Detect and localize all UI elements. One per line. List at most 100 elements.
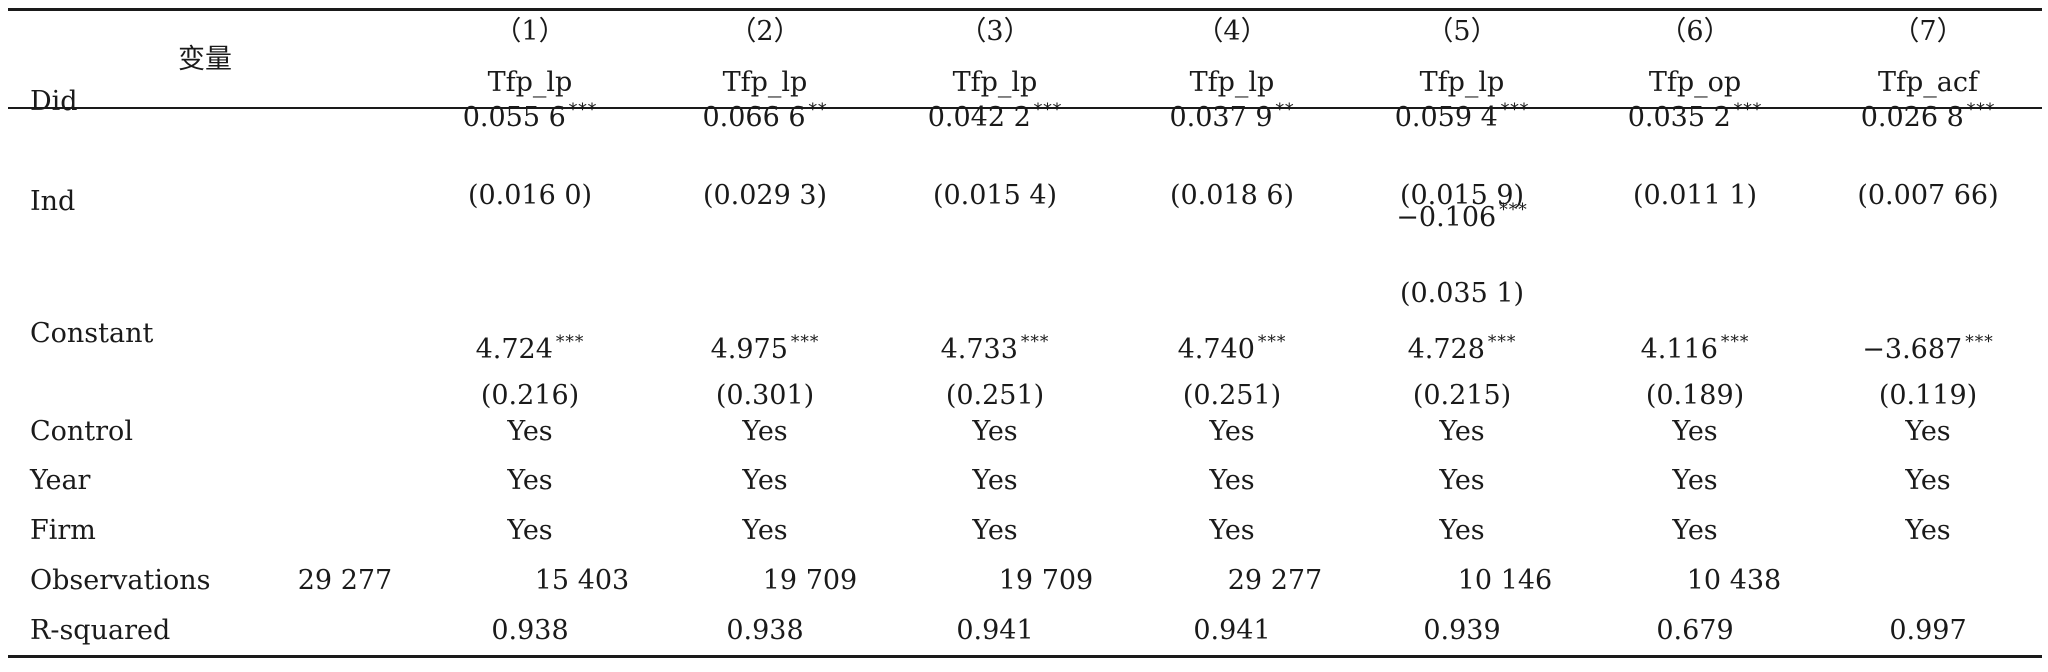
- coefficient-cell: −3.687 ***: [1862, 332, 1994, 369]
- dependent-variable: Tfp_op: [1648, 67, 1742, 98]
- coefficient-cell: 4.728 ***: [1407, 332, 1517, 369]
- coefficient-value: 4.728: [1407, 334, 1485, 365]
- significance-stars: ***: [1257, 332, 1287, 352]
- standard-error: (0.016 0): [467, 180, 593, 211]
- coefficient-value: 0.059 4: [1394, 102, 1498, 133]
- rsquared-value: 0.679: [1656, 615, 1734, 646]
- row-label: Year: [30, 465, 91, 496]
- row-label: R-squared: [30, 615, 171, 646]
- coefficient-cell: 4.975 ***: [711, 332, 820, 369]
- dependent-variable: Tfp_lp: [952, 67, 1038, 98]
- observations-value: 19 709: [762, 565, 858, 596]
- row-label: Constant: [30, 318, 154, 349]
- row-label: Firm: [30, 515, 96, 546]
- significance-stars: ***: [1733, 100, 1763, 120]
- control-value: Yes: [1672, 416, 1718, 447]
- control-value: Yes: [1439, 416, 1485, 447]
- control-value: Yes: [1209, 515, 1255, 546]
- standard-error: (0.035 1): [1399, 278, 1525, 309]
- significance-stars: **: [1275, 100, 1295, 120]
- standard-error: (0.011 1): [1632, 180, 1758, 211]
- standard-error: (0.015 4): [932, 180, 1058, 211]
- standard-error: (0.251): [1182, 380, 1282, 411]
- dependent-variable: Tfp_lp: [1419, 67, 1505, 98]
- coefficient-value: −0.106: [1396, 202, 1497, 233]
- coefficient-cell: 0.055 6 ***: [462, 100, 598, 137]
- coefficient-value: 0.055 6: [462, 102, 566, 133]
- control-value: Yes: [742, 515, 788, 546]
- coefficient-cell: 4.740 ***: [1177, 332, 1287, 369]
- rsquared-value: 0.997: [1889, 615, 1967, 646]
- column-number: （5）: [1426, 16, 1498, 47]
- rsquared-value: 0.941: [1193, 615, 1271, 646]
- control-value: Yes: [1905, 515, 1951, 546]
- observations-value: 10 146: [1457, 565, 1553, 596]
- column-number: （3）: [959, 16, 1031, 47]
- top-rule: [8, 8, 2042, 11]
- header-rule: [8, 107, 2042, 109]
- standard-error: (0.189): [1645, 380, 1745, 411]
- column-number: （7）: [1892, 16, 1964, 47]
- coefficient-value: 0.037 9: [1169, 102, 1273, 133]
- dependent-variable: Tfp_acf: [1878, 67, 1978, 98]
- standard-error: (0.007 66): [1857, 180, 1999, 211]
- dependent-variable: Tfp_lp: [722, 67, 808, 98]
- significance-stars: ***: [1500, 100, 1530, 120]
- standard-error: (0.301): [715, 380, 815, 411]
- control-value: Yes: [1439, 465, 1485, 496]
- row-label: Ind: [30, 186, 76, 217]
- coefficient-value: −3.687: [1862, 334, 1963, 365]
- significance-stars: ***: [1499, 200, 1528, 220]
- column-number: （6）: [1659, 16, 1731, 47]
- control-value: Yes: [1905, 465, 1951, 496]
- coefficient-cell: 0.035 2 ***: [1627, 100, 1763, 137]
- observations-value: 29 277: [297, 565, 393, 596]
- rsquared-value: 0.938: [726, 615, 804, 646]
- coefficient-value: 0.035 2: [1627, 102, 1731, 133]
- rsquared-value: 0.938: [491, 615, 569, 646]
- column-number: （4）: [1196, 16, 1268, 47]
- significance-stars: ***: [790, 332, 820, 352]
- control-value: Yes: [507, 465, 553, 496]
- control-value: Yes: [742, 465, 788, 496]
- standard-error: (0.015 9): [1399, 180, 1525, 211]
- coefficient-cell: 0.059 4 ***: [1394, 100, 1530, 137]
- significance-stars: ***: [1033, 100, 1063, 120]
- coefficient-value: 4.724: [475, 334, 553, 365]
- coefficient-cell: 4.116 ***: [1640, 332, 1750, 369]
- control-value: Yes: [1209, 465, 1255, 496]
- coefficient-value: 0.026 8: [1860, 102, 1964, 133]
- coefficient-cell: 0.066 6 **: [702, 100, 827, 137]
- control-value: Yes: [972, 465, 1018, 496]
- coefficient-value: 4.116: [1640, 334, 1718, 365]
- coefficient-value: 0.066 6: [702, 102, 806, 133]
- dependent-variable: Tfp_lp: [1189, 67, 1275, 98]
- observations-value: 29 277: [1227, 565, 1323, 596]
- row-label: Observations: [30, 565, 211, 596]
- significance-stars: ***: [568, 100, 598, 120]
- significance-stars: ***: [1965, 332, 1994, 352]
- coefficient-value: 4.740: [1177, 334, 1255, 365]
- standard-error: (0.018 6): [1169, 180, 1295, 211]
- significance-stars: ***: [1020, 332, 1050, 352]
- control-value: Yes: [1905, 416, 1951, 447]
- observations-value: 15 403: [534, 565, 630, 596]
- control-value: Yes: [507, 515, 553, 546]
- significance-stars: ***: [555, 332, 585, 352]
- coefficient-value: 4.733: [940, 334, 1018, 365]
- standard-error: (0.215): [1412, 380, 1512, 411]
- bottom-rule: [8, 655, 2042, 658]
- control-value: Yes: [1672, 465, 1718, 496]
- rsquared-value: 0.941: [956, 615, 1034, 646]
- control-value: Yes: [742, 416, 788, 447]
- significance-stars: ***: [1720, 332, 1750, 352]
- coefficient-cell: 4.724 ***: [475, 332, 585, 369]
- row-label: Control: [30, 416, 133, 447]
- standard-error: (0.251): [945, 380, 1045, 411]
- dependent-variable: Tfp_lp: [487, 67, 573, 98]
- control-value: Yes: [972, 515, 1018, 546]
- control-value: Yes: [1209, 416, 1255, 447]
- control-value: Yes: [972, 416, 1018, 447]
- coefficient-cell: 4.733 ***: [940, 332, 1050, 369]
